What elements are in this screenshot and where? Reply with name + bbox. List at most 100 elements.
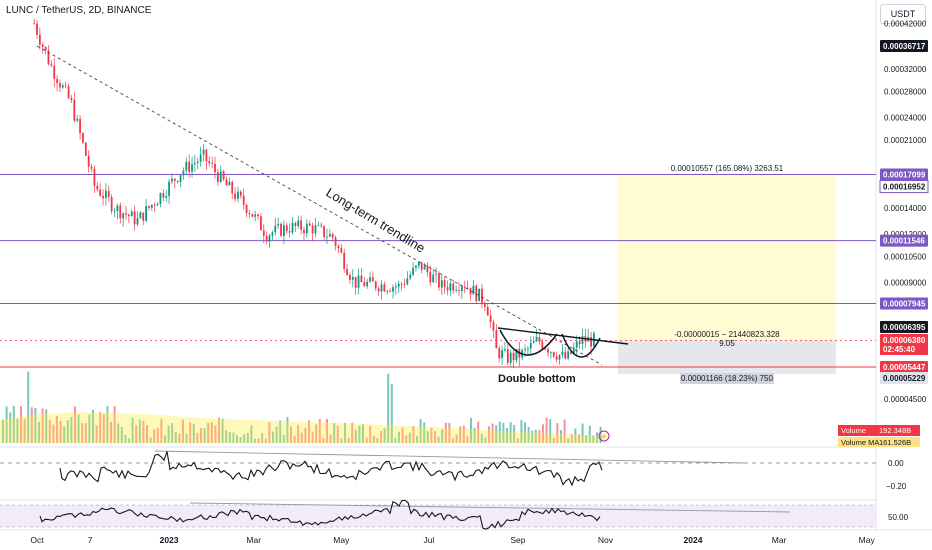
volume-bar [340,438,343,443]
candle-body [532,341,535,343]
candle-body [33,23,36,25]
candle-body [394,286,397,288]
volume-bar [12,405,15,443]
candle-body [403,283,406,285]
candle-body [524,349,526,351]
price-tick-label: 0.00021000 [884,136,927,145]
volume-bar [336,425,339,443]
candle-body [492,322,495,331]
candle-body [182,170,185,176]
candle-body [280,223,282,236]
currency-button[interactable]: USDT [880,4,926,24]
volume-bar [588,425,591,443]
volume-bar [27,371,30,443]
target-stats: 0.00010557 (165.08%) 3263.51 [671,164,784,173]
candle-countdown-badge: 02:45:40 [883,345,916,354]
time-tick-label: Nov [598,535,614,545]
candle-body [44,46,47,51]
candle-body [581,336,584,345]
candle-body [311,225,314,234]
price-tick-label: 0.00014000 [884,204,927,213]
volume-legend-bg [838,425,876,436]
candle-body [326,236,328,238]
candle-body [47,50,50,65]
candle-body [349,275,351,280]
candle-body [544,348,547,350]
candle-body [331,233,334,238]
candle-body [498,348,501,359]
volume-bar [380,431,382,443]
candle-body [274,225,277,233]
candle-body [277,223,280,226]
volume-group [2,371,602,443]
volume-bar [117,423,120,443]
candle-body [125,213,127,215]
volume-bar [369,425,372,443]
volume-bar [491,423,494,443]
candle-body [93,168,96,186]
volume-bar [59,420,62,443]
volume-bar [578,434,580,443]
candle-body [116,205,119,212]
candle-body [185,161,188,171]
volume-bar [135,424,138,443]
candle-body [251,214,254,217]
volume-bar [412,426,415,443]
volume-bar [318,418,321,443]
candle-body [99,189,102,196]
candle-body [366,281,369,287]
candle-body [578,341,581,345]
candle-body [156,203,159,206]
volume-bar [484,437,487,443]
candle-body [139,212,142,219]
candle-body [165,196,168,198]
volume-bar [542,424,544,443]
volume-bar [365,437,368,443]
volume-value-bg [876,425,920,436]
candle-body [357,275,360,288]
indicator2-trendline [189,502,791,513]
volume-ma-legend-value: 161.526B [879,438,911,447]
candle-body [294,222,297,226]
candle-body [392,287,394,292]
candle-body [567,351,570,359]
candle-body [469,287,472,295]
volume-bar [250,425,253,443]
target-price-badge-border [879,180,929,194]
candle-body [162,193,165,198]
target-price-badge-bg [880,180,928,193]
price-tick-label: 0.00024000 [884,114,927,123]
volume-bar [221,418,224,443]
volume-bar [347,437,350,443]
open-price-badge: 0.00006395 [883,323,926,332]
volume-bar [279,420,282,443]
volume-bar [498,421,501,443]
volume-bar [581,423,584,443]
volume-bar [459,426,462,443]
volume-bar [254,438,256,443]
time-tick-label: 2024 [684,535,703,545]
candle-body [188,161,191,172]
volume-bar [300,432,303,443]
volume-bar [200,428,202,443]
candle-body [288,231,291,233]
volume-bar [189,422,192,443]
candle-body [271,232,274,236]
candle-body [303,229,305,234]
volume-bar [95,425,98,443]
volume-bar [171,422,174,443]
volume-bar [398,431,400,443]
candle-body [76,118,79,121]
volume-bar [196,432,199,443]
candle-body [173,178,176,181]
volume-bar [99,412,102,443]
volume-bar [596,432,598,443]
volume-legend-value: 192.348B [879,426,911,435]
candle-body [409,274,412,279]
candle-body [67,86,70,99]
candle-body [234,193,236,199]
volume-ma-legend-name: Volume MA [841,438,879,447]
candle-body [570,351,572,354]
candle-body [122,213,125,219]
